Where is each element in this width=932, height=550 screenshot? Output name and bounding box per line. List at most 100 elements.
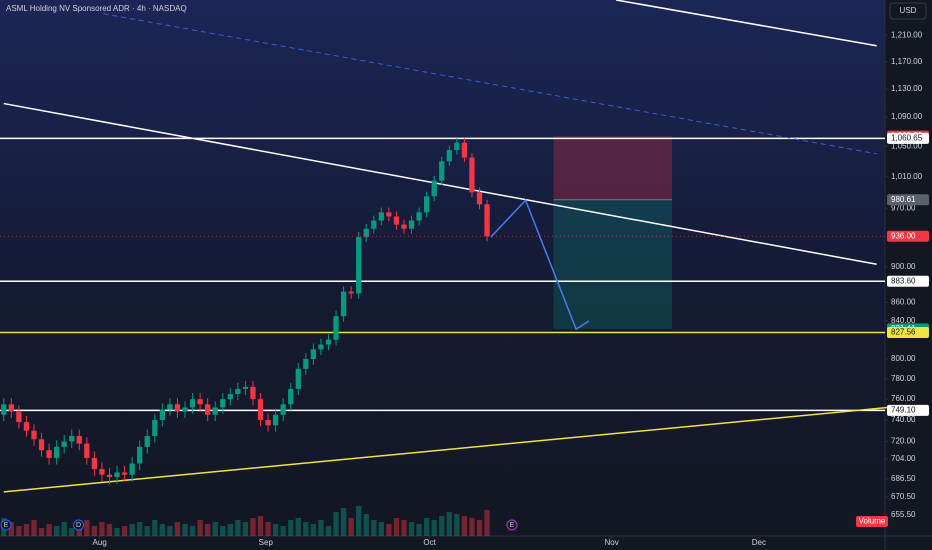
volume-bar: [212, 522, 218, 536]
candle-body: [340, 291, 347, 317]
price-label: 883.60: [891, 276, 916, 285]
candle-body: [257, 399, 264, 420]
candle-body: [182, 407, 188, 412]
candle-body: [235, 388, 241, 395]
volume-bar: [189, 526, 196, 536]
x-tick-label: Dec: [752, 538, 766, 547]
candle-body: [371, 220, 377, 229]
candle-body: [69, 436, 75, 442]
y-tick-label: 1,210.00: [891, 30, 923, 39]
candle-body: [23, 422, 30, 431]
price-label-box: [887, 230, 929, 242]
volume-bar: [333, 512, 339, 536]
candle-body: [348, 291, 354, 294]
trend-line: [3, 102, 877, 266]
candle-body: [1, 404, 7, 415]
candle-body: [280, 404, 286, 415]
candle-body: [454, 142, 460, 151]
volume-bar: [152, 520, 158, 536]
price-label-box: [887, 404, 929, 416]
y-tick-label: 800.00: [891, 354, 916, 363]
y-tick-label: 840.00: [891, 316, 916, 325]
volume-bar: [393, 518, 400, 536]
volume-bar: [144, 526, 150, 536]
volume-bar: [484, 510, 490, 536]
candle-body: [469, 157, 475, 193]
candle-body: [189, 399, 196, 408]
y-tick-label: 704.00: [891, 454, 916, 463]
volume-label: Volume: [859, 517, 886, 526]
event-label: E: [510, 522, 515, 529]
volume-bar: [38, 528, 45, 536]
volume-bar: [257, 516, 264, 536]
candle-body: [318, 344, 324, 350]
y-tick-label: 970.00: [891, 203, 916, 212]
candle-body: [174, 404, 181, 412]
volume-bar: [356, 506, 362, 536]
candle-body: [303, 359, 309, 369]
trend-line: [3, 406, 889, 493]
candle-body: [84, 443, 90, 458]
currency-box[interactable]: [889, 2, 927, 20]
event-label: E: [4, 522, 9, 529]
candle-body: [386, 212, 392, 217]
candle-body: [250, 386, 256, 400]
y-tick-label: 860.00: [891, 298, 916, 307]
candle-body: [38, 439, 45, 451]
volume-bar: [461, 516, 468, 536]
volume-bar: [363, 514, 369, 536]
candle-body: [46, 450, 52, 458]
volume-bar: [114, 528, 120, 536]
candle-body: [144, 436, 150, 447]
volume-bar: [310, 524, 317, 536]
volume-bar: [431, 520, 437, 536]
volume-bar: [401, 520, 407, 536]
candle-body: [114, 472, 120, 477]
candle-body: [363, 228, 369, 238]
volume-bar: [446, 512, 452, 536]
candle-body: [121, 472, 128, 475]
candle-body: [91, 457, 98, 470]
volume-bar: [167, 526, 173, 536]
trend-line: [490, 198, 590, 331]
x-tick-label: Oct: [423, 538, 436, 547]
volume-bar: [23, 524, 30, 536]
price-label: 936.00: [891, 231, 916, 240]
x-tick-label: Sep: [259, 538, 274, 547]
y-tick-label: 686.50: [891, 474, 916, 483]
volume-bar: [476, 520, 483, 536]
volume-bar: [250, 518, 256, 536]
x-tick-label: Aug: [93, 538, 107, 547]
chart-title: ASML Holding NV Sponsored ADR · 4h · NAS…: [6, 4, 187, 13]
candle-body: [484, 204, 490, 237]
candle-body: [205, 404, 211, 415]
candle-body: [31, 430, 37, 440]
candle-body: [8, 404, 14, 412]
volume-bar: [84, 520, 90, 536]
currency[interactable]: USD: [900, 6, 917, 15]
volume-bar: [371, 520, 377, 536]
candle-body: [227, 394, 233, 400]
candle-body: [446, 150, 452, 162]
y-tick-label: 900.00: [891, 262, 916, 271]
candle-body: [333, 316, 339, 340]
price-label: 980.61: [891, 195, 916, 204]
volume-bar: [242, 522, 249, 536]
candle-body: [106, 474, 113, 477]
volume-bar: [348, 518, 354, 536]
candle-body: [152, 419, 158, 437]
price-label: 749.10: [891, 406, 916, 415]
candle-body: [167, 404, 173, 410]
event-marker: [506, 519, 518, 531]
candle-body: [423, 196, 430, 213]
candle-body: [137, 446, 143, 464]
volume-bar: [106, 524, 113, 536]
volume-bar: [386, 524, 392, 536]
volume-bar: [272, 524, 279, 536]
candle-body: [76, 436, 82, 444]
candle-body: [295, 368, 301, 389]
y-tick-label: 1,010.00: [891, 172, 923, 181]
volume-bar: [469, 518, 475, 536]
volume-bar: [408, 522, 415, 536]
